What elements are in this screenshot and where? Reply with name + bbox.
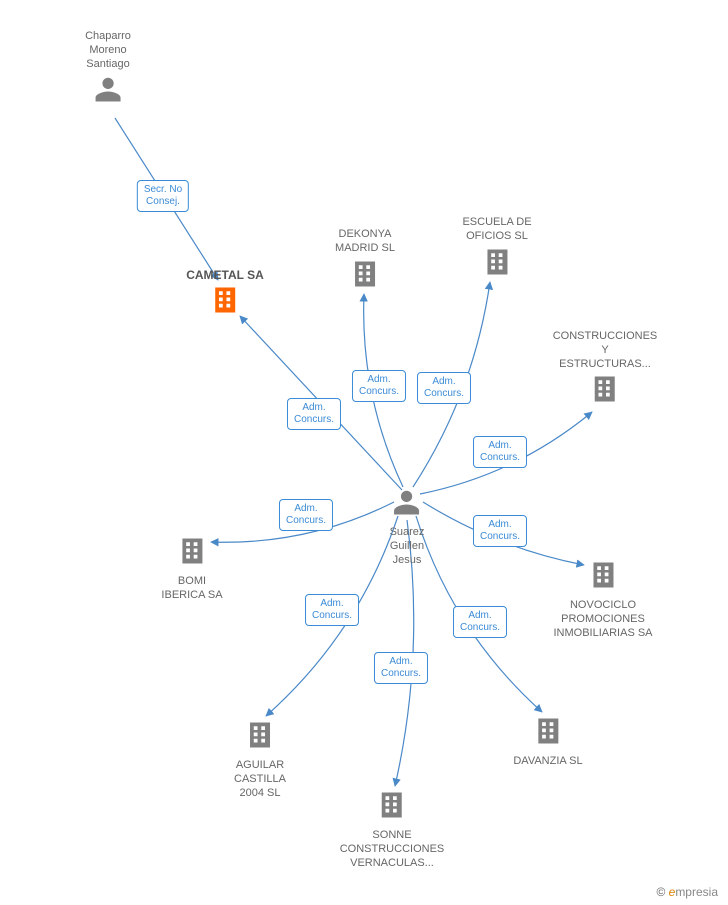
edge-label: Secr. No Consej.	[137, 180, 189, 212]
node-label: Suarez Guillen Jesus	[390, 526, 425, 567]
building-icon	[210, 285, 240, 315]
node-escuela[interactable]: ESCUELA DE OFICIOS SL	[462, 216, 531, 282]
node-chaparro[interactable]: Chaparro Moreno Santiago	[85, 30, 131, 109]
edge-suarez-cametal	[240, 316, 402, 490]
node-suarez[interactable]: Suarez Guillen Jesus	[390, 487, 425, 567]
edge-suarez-escuela	[413, 282, 490, 487]
edge-label: Adm. Concurs.	[473, 515, 527, 547]
building-icon	[533, 716, 563, 746]
building-icon	[350, 259, 380, 289]
edge-label: Adm. Concurs.	[374, 652, 428, 684]
edge-suarez-bomi	[211, 502, 394, 542]
building-icon	[590, 374, 620, 404]
node-label: BOMI IBERICA SA	[161, 575, 222, 603]
edge-suarez-aguilar	[266, 516, 398, 716]
building-icon	[245, 720, 275, 750]
node-label: CAMETAL SA	[186, 268, 264, 282]
person-icon	[93, 74, 123, 104]
node-label: DAVANZIA SL	[513, 755, 582, 769]
edge-suarez-dekonya	[364, 294, 403, 487]
node-label: DEKONYA MADRID SL	[335, 228, 395, 256]
node-novociclo[interactable]: NOVOCICLO PROMOCIONES INMOBILIARIAS SA	[553, 560, 652, 640]
edge-label: Adm. Concurs.	[352, 370, 406, 402]
node-davanzia[interactable]: DAVANZIA SL	[513, 716, 582, 769]
node-dekonya[interactable]: DEKONYA MADRID SL	[335, 228, 395, 294]
building-icon	[177, 536, 207, 566]
node-construcciones[interactable]: CONSTRUCCIONES Y ESTRUCTURAS...	[553, 330, 658, 409]
edge-label: Adm. Concurs.	[305, 594, 359, 626]
edge-label: Adm. Concurs.	[279, 499, 333, 531]
building-icon	[482, 247, 512, 277]
edge-label: Adm. Concurs.	[453, 606, 507, 638]
brand-rest: mpresia	[675, 885, 718, 899]
edge-suarez-novociclo	[423, 502, 584, 565]
edge-suarez-davanzia	[416, 516, 542, 712]
node-cametal[interactable]: CAMETAL SA	[186, 268, 264, 320]
node-label: NOVOCICLO PROMOCIONES INMOBILIARIAS SA	[553, 599, 652, 640]
node-label: ESCUELA DE OFICIOS SL	[462, 216, 531, 244]
person-icon	[392, 487, 422, 517]
node-label: CONSTRUCCIONES Y ESTRUCTURAS...	[553, 330, 658, 371]
node-sonne[interactable]: SONNE CONSTRUCCIONES VERNACULAS...	[340, 790, 445, 870]
node-aguilar[interactable]: AGUILAR CASTILLA 2004 SL	[234, 720, 286, 800]
copyright-symbol: ©	[656, 885, 665, 899]
building-icon	[588, 560, 618, 590]
node-bomi[interactable]: BOMI IBERICA SA	[161, 536, 222, 603]
edge-label: Adm. Concurs.	[287, 398, 341, 430]
node-label: AGUILAR CASTILLA 2004 SL	[234, 759, 286, 800]
edges-layer	[0, 0, 728, 905]
edge-label: Adm. Concurs.	[473, 436, 527, 468]
copyright: © empresia	[656, 885, 718, 899]
node-label: SONNE CONSTRUCCIONES VERNACULAS...	[340, 829, 445, 870]
edge-chaparro-cametal	[115, 118, 218, 280]
node-label: Chaparro Moreno Santiago	[85, 30, 131, 71]
diagram-canvas: Secr. No Consej.Adm. Concurs.Adm. Concur…	[0, 0, 728, 905]
edge-suarez-construcciones	[420, 412, 592, 494]
edge-label: Adm. Concurs.	[417, 372, 471, 404]
building-icon	[377, 790, 407, 820]
